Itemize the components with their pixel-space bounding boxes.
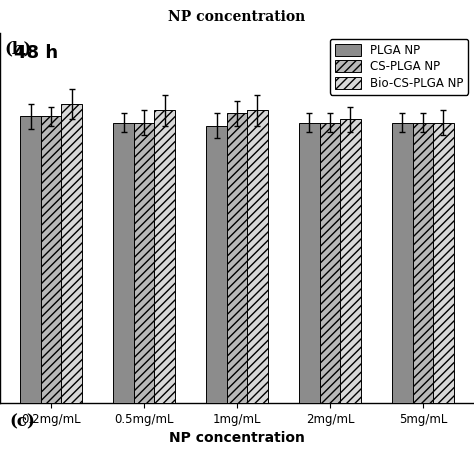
Text: (b): (b) [5, 40, 32, 57]
Bar [41, 117, 61, 403]
Bar [154, 110, 175, 403]
Bar [61, 104, 82, 403]
Bar [206, 126, 227, 403]
Bar [113, 123, 134, 403]
Legend: PLGA NP, CS-PLGA NP, Bio-CS-PLGA NP: PLGA NP, CS-PLGA NP, Bio-CS-PLGA NP [330, 39, 468, 95]
X-axis label: NP concentration: NP concentration [169, 431, 305, 445]
Bar [433, 123, 454, 403]
Bar [20, 117, 41, 403]
Bar [320, 123, 340, 403]
Bar [413, 123, 433, 403]
Text: 48 h: 48 h [14, 44, 58, 62]
Bar [247, 110, 268, 403]
Bar [392, 123, 413, 403]
Bar [227, 113, 247, 403]
Text: (c): (c) [9, 413, 36, 430]
Text: NP concentration: NP concentration [168, 9, 306, 24]
Bar [299, 123, 320, 403]
Bar [134, 123, 154, 403]
Bar [340, 119, 361, 403]
